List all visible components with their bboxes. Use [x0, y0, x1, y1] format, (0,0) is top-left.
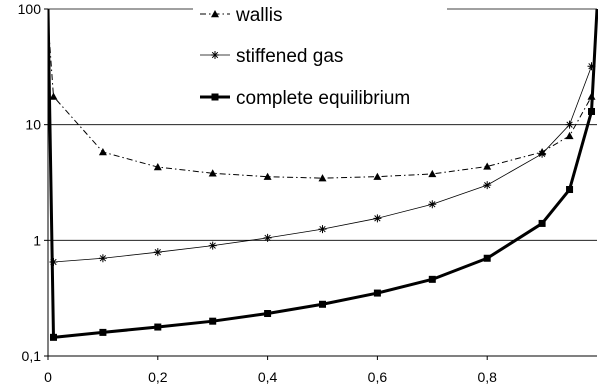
legend-marker	[211, 51, 219, 59]
tick-labels: 0,1 1 10 100 0 0,2 0,4 0,6 0,8	[18, 1, 498, 385]
data-point	[373, 172, 382, 180]
series-line	[53, 66, 592, 263]
data-point	[483, 162, 492, 170]
data-point	[263, 233, 272, 242]
data-point	[49, 92, 58, 100]
series-complete-equilibrium	[48, 9, 598, 341]
y-tick-label: 100	[18, 1, 42, 17]
series-layer	[48, 9, 598, 341]
y-tick-label: 0,1	[22, 348, 42, 364]
y-tick-label: 10	[25, 117, 41, 133]
x-tick-label: 0,6	[368, 369, 388, 385]
data-point	[153, 248, 162, 257]
data-point	[318, 174, 327, 182]
data-point	[208, 169, 217, 177]
data-point	[319, 300, 326, 308]
legend: wallis stiffened gas complete equilibrium	[193, 0, 447, 116]
data-point	[428, 169, 437, 178]
data-point	[565, 120, 574, 129]
series-line	[48, 20, 598, 179]
data-point	[373, 214, 382, 223]
data-point	[428, 275, 436, 283]
data-point	[264, 310, 272, 318]
data-point	[483, 181, 492, 190]
data-point	[588, 107, 596, 115]
x-tick-label: 0	[44, 369, 52, 385]
legend-box	[193, 0, 447, 116]
data-point	[208, 241, 217, 250]
data-point	[154, 323, 162, 331]
data-point	[483, 254, 491, 262]
data-point	[566, 186, 574, 194]
series-line	[48, 9, 598, 339]
data-point	[209, 317, 217, 325]
legend-marker	[211, 93, 219, 101]
data-point	[99, 328, 107, 336]
y-tick-label: 1	[33, 232, 41, 248]
legend-marker	[211, 10, 219, 18]
data-point	[153, 163, 162, 171]
data-point	[538, 149, 547, 158]
legend-label: wallis	[235, 5, 282, 26]
data-point	[263, 172, 272, 180]
data-point	[373, 289, 381, 297]
data-point	[565, 131, 574, 140]
x-tick-label: 0,8	[477, 369, 497, 385]
data-point	[538, 219, 546, 227]
legend-label: complete equilibrium	[236, 88, 410, 109]
data-point	[428, 200, 437, 209]
data-point	[587, 62, 596, 71]
data-point	[49, 333, 57, 341]
data-point	[318, 225, 327, 234]
data-point	[98, 254, 107, 263]
series-stiffened-gas	[49, 62, 596, 266]
x-tick-label: 0,2	[148, 369, 168, 385]
x-tick-label: 0,4	[258, 369, 278, 385]
data-point	[98, 148, 107, 156]
legend-label: stiffened gas	[236, 46, 343, 67]
